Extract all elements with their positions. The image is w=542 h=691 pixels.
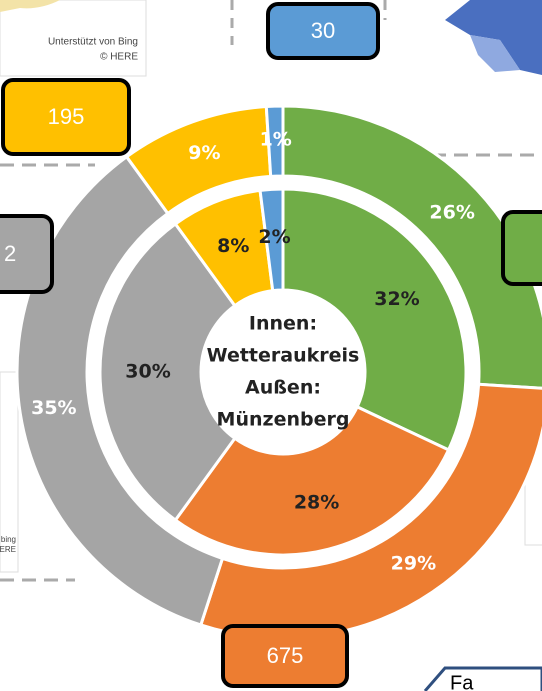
map-shape	[445, 0, 542, 75]
donut-segment	[198, 382, 542, 640]
map-shape	[0, 0, 60, 12]
map-shape	[470, 35, 520, 72]
count-box	[0, 214, 54, 294]
count-box	[501, 210, 542, 286]
donut-segment	[98, 221, 237, 523]
data-label: 1%	[260, 129, 292, 151]
data-label: 9%	[188, 142, 220, 164]
map-credit: Unterstützt von Bing	[48, 37, 138, 48]
count-box	[221, 624, 349, 688]
donut-segment	[281, 104, 542, 390]
map-credit: bing	[1, 535, 16, 544]
donut-segment	[264, 104, 285, 178]
center-label: Wetteraukreis	[207, 345, 360, 367]
map-credit: © HERE	[100, 52, 138, 63]
center-label: Außen:	[245, 377, 321, 399]
count-label: 30	[311, 18, 335, 43]
count-label: 675	[267, 643, 304, 668]
data-label: 32%	[374, 288, 419, 310]
center-label: Innen:	[249, 313, 317, 335]
map-panel	[0, 0, 147, 77]
data-label: 30%	[125, 361, 170, 383]
count-box	[266, 2, 380, 60]
callout	[423, 666, 542, 691]
center-label: Münzenberg	[217, 409, 350, 431]
data-label: 29%	[391, 552, 436, 574]
donut-segment	[258, 187, 285, 293]
data-label: 26%	[429, 202, 474, 224]
data-label: 35%	[31, 397, 76, 419]
data-label: 8%	[217, 235, 249, 257]
count-label: 195	[48, 104, 85, 129]
data-label: 2%	[258, 226, 290, 248]
count-label: 2	[4, 241, 16, 266]
map-panel	[0, 371, 19, 573]
map-credit: HERE	[0, 545, 16, 554]
count-box	[1, 78, 131, 156]
data-label: 28%	[294, 491, 339, 513]
donut-segment	[281, 187, 468, 452]
callout-text: Fa	[450, 672, 474, 691]
donut-segment	[173, 404, 451, 557]
donut-segment	[15, 154, 225, 627]
